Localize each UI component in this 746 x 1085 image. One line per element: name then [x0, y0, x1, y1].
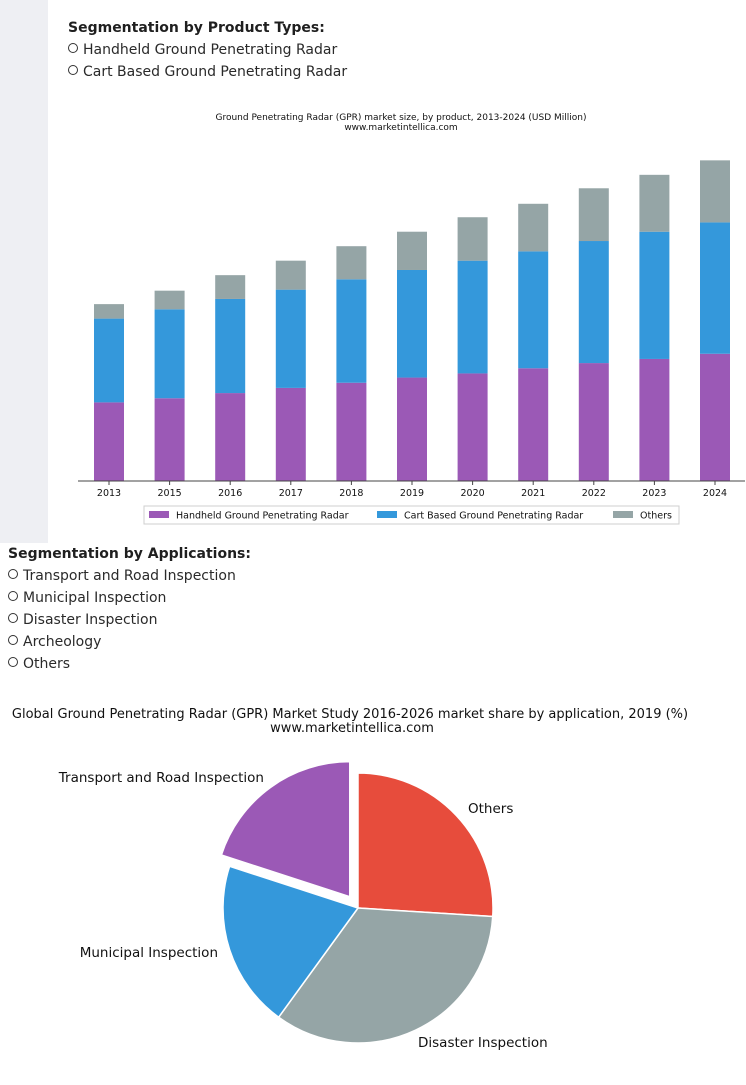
pie-slices-group [220, 760, 494, 1044]
bar-segment-2-2021 [518, 251, 549, 369]
x-tick-label: 2023 [642, 488, 666, 499]
pie-slice-label: Municipal Inspection [80, 945, 218, 961]
application-option-others: Others [8, 656, 70, 672]
bar-segment-2-2015 [154, 309, 185, 399]
legend-swatch [377, 511, 397, 518]
legend-label: Handheld Ground Penetrating Radar [176, 511, 349, 522]
application-option-municipal: Municipal Inspection [8, 590, 166, 606]
pie-slice-label: Disaster Inspection [418, 1035, 548, 1051]
x-tick-label: 2024 [703, 488, 727, 499]
x-tick-label: 2017 [279, 488, 303, 499]
x-tick-label: 2020 [461, 488, 485, 499]
bullet-circle-icon [8, 569, 18, 579]
x-tick-label: 2018 [339, 488, 363, 499]
bullet-circle-icon [8, 613, 18, 623]
bar-segment-1-2023 [639, 358, 670, 481]
application-option-label: Archeology [23, 634, 102, 650]
pie-slice-label: Transport and Road Inspection [58, 770, 264, 786]
bar-segment-1-2017 [275, 387, 306, 481]
legend-label: Cart Based Ground Penetrating Radar [404, 511, 583, 522]
pie-labels-group: Others Disaster Inspection Municipal Inspe… [58, 770, 548, 1051]
product-option-cart: Cart Based Ground Penetrating Radar [68, 64, 347, 80]
pie-slice-municipal-inspection [222, 865, 360, 1019]
bar-chart: Ground Penetrating Radar (GPR) market si… [78, 113, 745, 525]
bar-segment-2-2018 [336, 279, 367, 383]
x-tick-label: 2013 [97, 488, 121, 499]
bar-segment-2-2017 [275, 289, 306, 388]
bar-segment-2-2023 [639, 231, 670, 359]
bar-segment-1-2024 [700, 353, 730, 481]
bullet-circle-icon [68, 43, 78, 53]
pie-slice-disaster-inspection [277, 907, 494, 1044]
x-tick-label: 2021 [521, 488, 545, 499]
pie-chart-title: Global Ground Penetrating Radar (GPR) Ma… [12, 707, 688, 722]
bar-segment-2-2022 [578, 241, 609, 364]
x-tick-label: 2019 [400, 488, 424, 499]
bar-segment-3-2022 [578, 188, 609, 242]
bar-segment-1-2019 [397, 377, 427, 481]
bar-segment-2-2013 [94, 318, 124, 403]
product-option-label: Cart Based Ground Penetrating Radar [83, 64, 348, 80]
application-option-label: Others [23, 656, 71, 672]
bar-segment-2-2019 [397, 269, 427, 378]
bullet-circle-icon [8, 657, 18, 667]
bar-segment-3-2023 [639, 174, 670, 232]
bars-group [94, 160, 730, 481]
bar-legend: Handheld Ground Penetrating Radar Cart Ba… [143, 505, 680, 525]
bar-segment-3-2021 [518, 203, 549, 252]
application-option-transport: Transport and Road Inspection [8, 568, 236, 584]
application-option-disaster: Disaster Inspection [8, 612, 157, 628]
application-option-archeology: Archeology [8, 634, 101, 650]
bar-chart-title: Ground Penetrating Radar (GPR) market si… [215, 113, 586, 123]
bar-segment-3-2016 [215, 275, 246, 299]
product-section-title: Segmentation by Product Types: [68, 20, 325, 36]
application-option-label: Disaster Inspection [23, 612, 158, 628]
application-section-title: Segmentation by Applications: [8, 546, 251, 562]
bar-segment-1-2018 [336, 382, 367, 481]
bar-segment-3-2020 [457, 217, 488, 261]
application-option-label: Municipal Inspection [23, 590, 167, 606]
pie-slice-transport-and-road-inspection [220, 760, 351, 898]
legend-swatch [149, 511, 169, 518]
legend-label: Others [640, 511, 672, 522]
x-tick-label: 2016 [218, 488, 242, 499]
bar-segment-3-2024 [700, 160, 730, 223]
bar-segment-3-2013 [94, 304, 124, 319]
application-option-label: Transport and Road Inspection [23, 568, 236, 584]
bar-segment-3-2015 [154, 290, 185, 310]
legend-swatch [613, 511, 633, 518]
product-option-handheld: Handheld Ground Penetrating Radar [68, 42, 337, 58]
bar-segment-3-2019 [397, 231, 427, 270]
x-tick-label: 2015 [158, 488, 182, 499]
bullet-circle-icon [8, 635, 18, 645]
x-tick-label: 2022 [582, 488, 606, 499]
x-ticks-group: 2013 2015 2016 2017 2018 2019 2020 2021 2022 2023… [97, 481, 727, 499]
pie-slice-label: Others [468, 801, 513, 817]
bullet-circle-icon [8, 591, 18, 601]
bar-segment-2-2020 [457, 260, 488, 374]
bar-segment-1-2013 [94, 402, 124, 481]
pie-slice-others [357, 772, 494, 918]
bar-segment-2-2024 [700, 222, 730, 354]
sidebar-strip [0, 0, 48, 543]
bar-segment-1-2021 [518, 368, 549, 481]
pie-chart-subtitle: www.marketintellica.com [270, 721, 434, 736]
product-option-label: Handheld Ground Penetrating Radar [83, 42, 338, 58]
legend-frame [143, 505, 680, 525]
bar-segment-3-2017 [275, 260, 306, 290]
bar-segment-1-2020 [457, 373, 488, 481]
bar-segment-2-2016 [215, 298, 246, 394]
bar-segment-3-2018 [336, 246, 367, 280]
bar-segment-1-2016 [215, 393, 246, 481]
bar-chart-subtitle: www.marketintellica.com [344, 123, 457, 133]
pie-chart: Global Ground Penetrating Radar (GPR) Ma… [12, 707, 688, 1051]
bullet-circle-icon [68, 65, 78, 75]
bar-segment-1-2022 [578, 363, 609, 481]
bar-segment-1-2015 [154, 398, 185, 481]
